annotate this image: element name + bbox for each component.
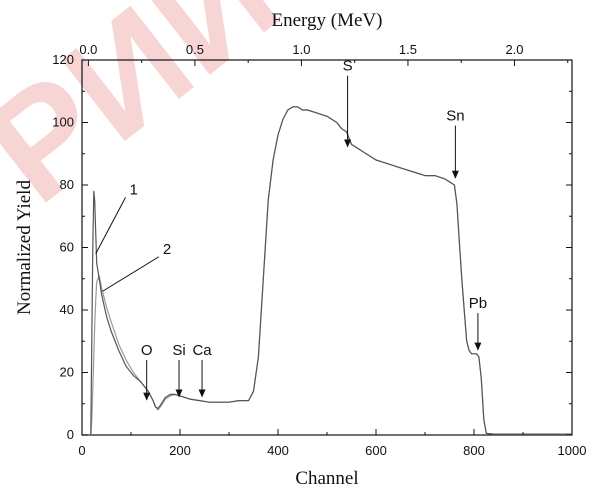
y-tick-label: 0 xyxy=(67,427,74,442)
curve-label: 2 xyxy=(163,241,171,258)
annotation-label: Sn xyxy=(446,108,464,125)
x-tick-label: 0 xyxy=(78,443,85,458)
annotation-arrowhead xyxy=(175,389,183,398)
annotation-arrowhead xyxy=(474,342,482,351)
annotation-label: Pb xyxy=(469,295,487,312)
x2-tick-label: 1.0 xyxy=(292,42,310,57)
annotation-arrowhead xyxy=(198,389,206,398)
y-axis-title: Normalized Yield xyxy=(14,180,35,315)
x2-tick-label: 2.0 xyxy=(505,42,523,57)
y-tick-label: 80 xyxy=(60,177,74,192)
annotation-arrowhead xyxy=(344,139,352,148)
curve-label-leader xyxy=(95,197,126,254)
y-tick-label: 40 xyxy=(60,302,74,317)
annotation-label: Si xyxy=(172,342,185,359)
annotation-arrowhead xyxy=(451,170,459,179)
x2-tick-label: 0.0 xyxy=(79,42,97,57)
annotation-label: O xyxy=(141,342,153,359)
curve-label-leader xyxy=(102,256,160,292)
annotation-arrowhead xyxy=(143,392,151,401)
annotation-label: S xyxy=(343,58,353,75)
x-tick-label: 1000 xyxy=(558,443,587,458)
x-tick-label: 200 xyxy=(169,443,191,458)
x-tick-label: 400 xyxy=(267,443,289,458)
y-tick-label: 60 xyxy=(60,240,74,255)
watermark-text: РИЙ xyxy=(0,0,307,234)
y-tick-label: 20 xyxy=(60,365,74,380)
y-tick-label: 120 xyxy=(52,52,74,67)
annotation-label: Ca xyxy=(192,342,212,359)
x-tick-label: 600 xyxy=(365,443,387,458)
curve-label: 1 xyxy=(130,181,138,198)
x2-axis-title: Energy (MeV) xyxy=(272,10,383,31)
series-line-1 xyxy=(82,106,572,436)
x2-tick-label: 0.5 xyxy=(186,42,204,57)
x-axis-title: Channel xyxy=(295,468,358,489)
x-tick-label: 800 xyxy=(463,443,485,458)
y-tick-label: 100 xyxy=(52,115,74,130)
x2-tick-label: 1.5 xyxy=(399,42,417,57)
